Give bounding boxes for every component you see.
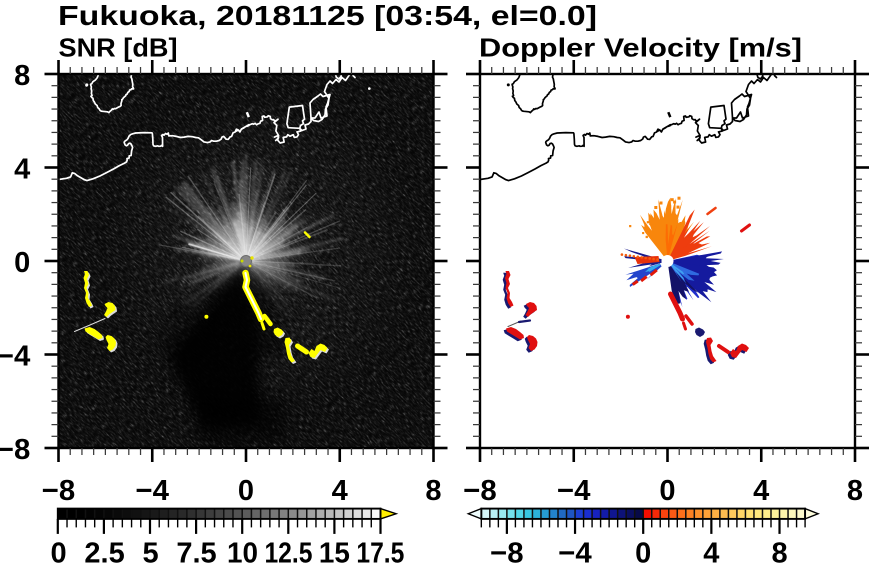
svg-text:0: 0	[51, 538, 67, 570]
svg-text:8: 8	[14, 60, 30, 92]
svg-text:4: 4	[703, 538, 719, 570]
svg-text:0: 0	[238, 475, 254, 507]
svg-text:4: 4	[14, 153, 30, 185]
svg-text:8: 8	[847, 475, 863, 507]
svg-text:0: 0	[659, 475, 675, 507]
svg-text:0: 0	[14, 247, 30, 279]
svg-text:4: 4	[753, 475, 769, 507]
svg-text:−4: −4	[136, 475, 170, 507]
svg-text:−4: −4	[558, 538, 592, 570]
svg-text:12.5: 12.5	[264, 538, 312, 570]
svg-text:0: 0	[635, 538, 651, 570]
svg-text:8: 8	[771, 538, 787, 570]
svg-text:7.5: 7.5	[176, 538, 216, 570]
svg-text:−4: −4	[557, 475, 591, 507]
svg-text:−4: −4	[0, 340, 30, 372]
svg-text:8: 8	[425, 475, 441, 507]
svg-text:15: 15	[319, 538, 350, 570]
svg-text:17.5: 17.5	[356, 538, 404, 570]
svg-text:−8: −8	[463, 475, 497, 507]
svg-text:SNR [dB]: SNR [dB]	[59, 32, 178, 62]
svg-text:5: 5	[142, 538, 158, 570]
svg-text:−8: −8	[0, 434, 30, 466]
svg-text:2.5: 2.5	[84, 538, 124, 570]
svg-text:Fukuoka, 20181125 [03:54, el=0: Fukuoka, 20181125 [03:54, el=0.0]	[58, 0, 597, 31]
svg-text:4: 4	[332, 475, 348, 507]
svg-text:−8: −8	[42, 475, 76, 507]
svg-text:10: 10	[227, 538, 258, 570]
svg-text:−8: −8	[490, 538, 524, 570]
svg-text:Doppler Velocity [m/s]: Doppler Velocity [m/s]	[479, 32, 802, 62]
